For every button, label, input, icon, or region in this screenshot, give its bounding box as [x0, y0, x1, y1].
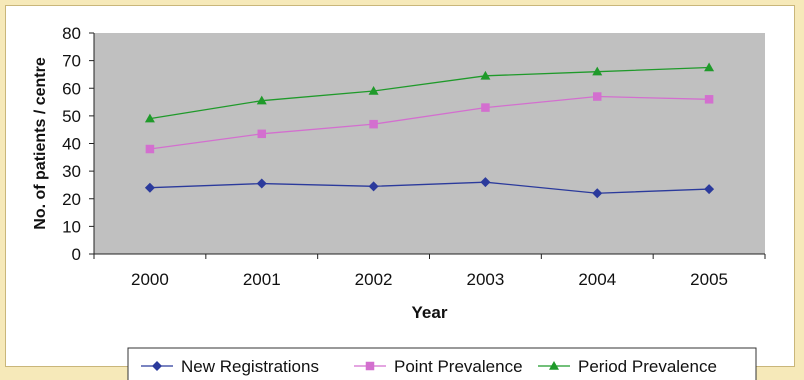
y-tick-label: 0: [72, 245, 81, 264]
x-tick-label: 2003: [467, 270, 505, 289]
y-tick-label: 20: [62, 190, 81, 209]
x-tick-label: 2005: [690, 270, 728, 289]
data-point: [704, 62, 715, 72]
y-tick-label: 60: [62, 79, 81, 98]
series-layer: [144, 62, 715, 199]
data-point: [257, 129, 266, 139]
x-tick-label: 2002: [355, 270, 393, 289]
legend-item: Point Prevalence: [354, 357, 523, 376]
data-point: [481, 103, 490, 112]
x-tick-label: 2001: [243, 270, 281, 289]
y-tick-label: 70: [62, 52, 81, 71]
data-point: [368, 86, 379, 95]
data-point: [592, 66, 603, 76]
data-point: [368, 181, 379, 192]
data-point: [145, 144, 155, 154]
legend-marker: [549, 361, 559, 370]
legend-box: [127, 347, 757, 380]
series-period-prevalence: [144, 62, 715, 123]
data-point: [593, 92, 602, 101]
legend-marker: [365, 361, 375, 371]
y-tick-label: 50: [62, 107, 81, 126]
legend-label: Period Prevalence: [578, 357, 717, 376]
data-point: [256, 95, 267, 105]
x-axis: 2000 2001 2002 2003 2004 2005: [93, 253, 766, 289]
series-point-prevalence: [145, 92, 714, 154]
series-new-registrations: [144, 177, 715, 199]
data-point: [592, 188, 603, 199]
series-line: [149, 95, 710, 150]
legend: New Registrations Point Prevalence Period …: [127, 347, 757, 380]
data-point: [704, 184, 715, 195]
data-point: [480, 177, 491, 188]
data-point: [256, 178, 267, 189]
series-line: [149, 66, 710, 120]
legend-label: Point Prevalence: [394, 357, 523, 376]
legend-marker: [152, 361, 162, 371]
data-point: [480, 70, 491, 80]
x-tick-label: 2004: [578, 270, 616, 289]
legend-item: New Registrations: [141, 357, 319, 376]
y-axis: 0 10 20 30 40 50 60 70 80: [62, 24, 95, 264]
x-axis-label: Year: [412, 303, 448, 322]
y-tick-label: 10: [62, 217, 81, 236]
y-tick-label: 40: [62, 135, 81, 154]
y-axis-label: No. of patients / centre: [32, 57, 49, 230]
y-tick-label: 30: [62, 162, 81, 181]
data-point: [144, 182, 155, 193]
data-point: [704, 95, 714, 104]
legend-label: New Registrations: [181, 357, 319, 376]
x-tick-label: 2000: [131, 270, 169, 289]
y-tick-label: 80: [62, 24, 81, 43]
series-line: [149, 181, 710, 194]
data-point: [369, 119, 378, 129]
legend-item: Period Prevalence: [538, 357, 717, 376]
data-point: [144, 113, 155, 123]
